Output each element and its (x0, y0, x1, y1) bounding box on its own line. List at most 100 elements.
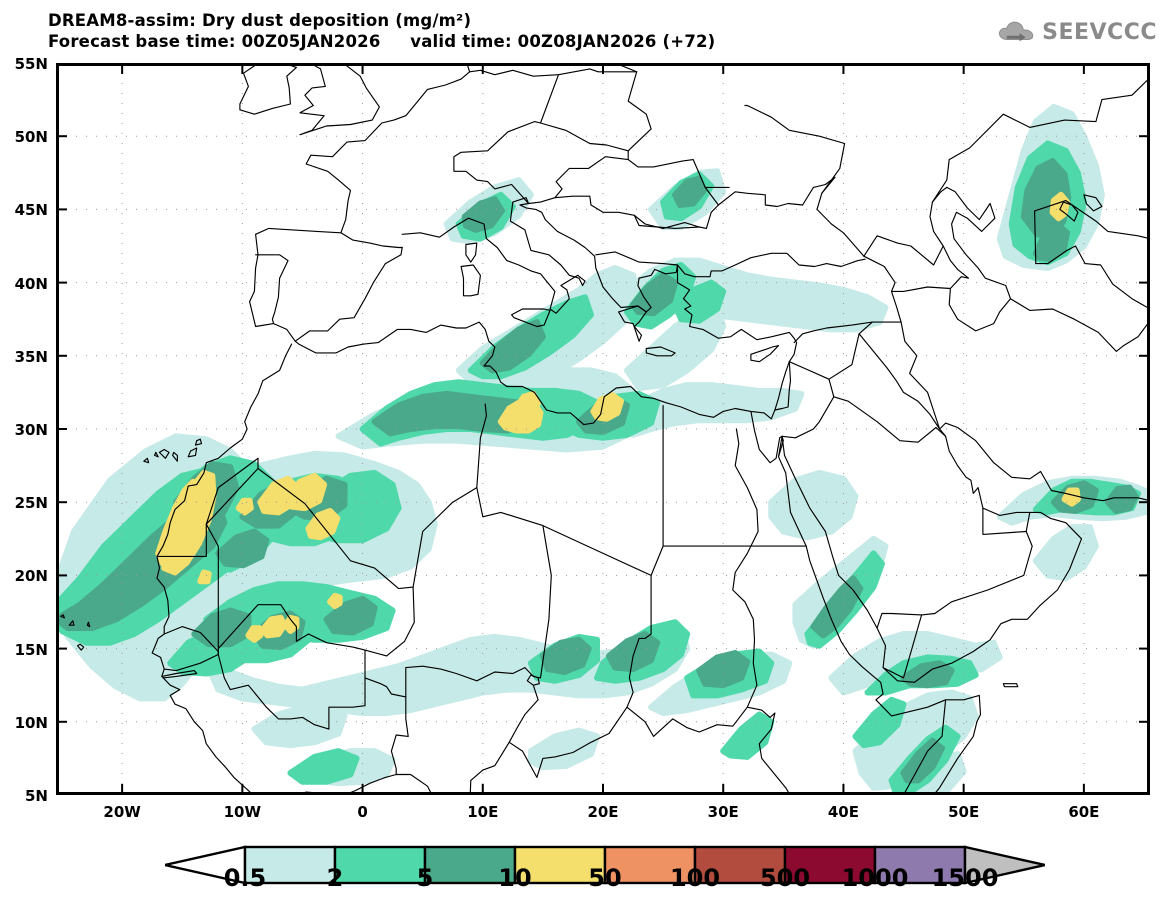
colorbar-segment (423, 845, 517, 885)
cloud-arrow-icon (998, 21, 1034, 42)
geo-line (614, 63, 638, 73)
colorbar-tick-labels: 0.5 2 5 10 50 100 500 1000 1500 (0, 864, 1165, 898)
geo-line (205, 467, 259, 525)
geo-line (1083, 194, 1103, 212)
colorbar-segment (693, 845, 787, 885)
geo-line (828, 290, 947, 443)
dust-contour-band (155, 478, 203, 567)
geo-line (618, 264, 679, 342)
y-axis-tick-label: 15N (14, 640, 48, 659)
colorbar-tick-label: 100 (669, 864, 721, 892)
dust-contour-band (852, 696, 907, 749)
x-axis-tick-label: 40E (827, 803, 859, 821)
seevccc-logo: SEEVCCC (997, 12, 1157, 52)
map-plot-area (56, 63, 1150, 795)
geo-line (364, 586, 415, 776)
dust-contour-band (305, 508, 341, 541)
geo-line (662, 405, 807, 547)
dust-contour-band (215, 528, 270, 569)
geo-line (539, 68, 652, 152)
geo-line (460, 264, 481, 297)
dust-contour-band (287, 748, 360, 785)
colorbar-segment (513, 845, 607, 885)
geo-line (465, 242, 478, 263)
colorbar-tick-label: 1500 (931, 864, 999, 892)
geo-line (781, 422, 1150, 683)
dust-contour-band (285, 472, 328, 512)
geo-line (532, 525, 552, 679)
geo-line (469, 69, 560, 77)
geo-line (676, 252, 866, 278)
geo-line (732, 428, 759, 708)
geo-line (194, 438, 203, 446)
geo-line (151, 343, 433, 795)
dust-contour-band (1032, 221, 1070, 263)
logo-text: SEEVCCC (1042, 19, 1157, 45)
dust-contour-band (513, 390, 542, 419)
dust-contour-layer (56, 103, 1150, 795)
geo-line (595, 251, 679, 266)
dust-contour-band (768, 469, 859, 541)
geo-line (744, 104, 846, 194)
x-axis-tick-label: 10E (467, 803, 499, 821)
geo-line (1035, 245, 1150, 310)
y-axis-tick-label: 50N (14, 128, 48, 147)
geo-line (931, 77, 1150, 203)
colorbar-tick-label: 50 (588, 864, 622, 892)
geo-line (239, 63, 297, 115)
geo-line (1034, 200, 1150, 265)
geo-line (68, 620, 75, 626)
colorbar-tick-label: 1000 (841, 864, 909, 892)
geo-line (750, 345, 780, 363)
geo-line (77, 643, 85, 651)
geo-line (161, 670, 198, 679)
y-axis-tick-label: 55N (14, 55, 48, 73)
dust-contour-band (197, 569, 212, 585)
dust-contour-band (630, 272, 679, 317)
geo-line (143, 457, 150, 464)
geo-line (158, 448, 170, 459)
dust-contour-band (327, 592, 343, 610)
colorbar-segments (164, 845, 1046, 885)
y-axis-tick-label: 5N (25, 787, 48, 805)
geo-line (476, 403, 652, 576)
geo-line (717, 176, 865, 257)
colorbar-segment (783, 845, 877, 885)
geo-line (863, 235, 944, 266)
dust-contour-band (479, 319, 546, 374)
x-axis-tick-label: 0 (357, 803, 368, 821)
geo-line (900, 321, 941, 430)
geo-line (255, 254, 289, 325)
x-axis-tick-label: 20W (103, 803, 141, 821)
coastline-border-layer (60, 63, 1150, 795)
x-axis-tick-label: 20E (587, 803, 619, 821)
axis-ticks (56, 63, 1150, 795)
colorbar-tick-label: 500 (759, 864, 811, 892)
geo-line (858, 333, 941, 430)
dust-contour-band (624, 303, 727, 391)
dust-contour-band (900, 660, 955, 689)
dust-contour-band (672, 175, 707, 208)
geo-line (469, 741, 510, 795)
geo-line (405, 665, 534, 698)
map-header: DREAM8-assim: Dry dust deposition (mg/m²… (48, 10, 1008, 52)
dust-contour-band (1104, 484, 1139, 514)
colorbar-tick-label: 0.5 (223, 864, 267, 892)
geo-line (86, 621, 91, 628)
dust-contour-band (539, 636, 592, 675)
forecast-time-subtitle: Forecast base time: 00Z05JAN2026 valid t… (48, 32, 716, 51)
geo-line (187, 447, 198, 458)
y-axis-tick-label: 20N (14, 567, 48, 586)
geo-line (793, 321, 873, 344)
geo-line (453, 121, 629, 205)
dust-contour-band (810, 575, 864, 639)
x-axis-tick-label: 50E (948, 803, 980, 821)
x-axis-tick-label: 60E (1068, 803, 1100, 821)
geo-line (154, 451, 159, 458)
colorbar-tick-label: 2 (326, 864, 344, 892)
dust-contour-band (323, 595, 378, 636)
geo-line (982, 507, 1027, 535)
geo-line (788, 361, 830, 380)
x-axis-tick-label: 10W (223, 803, 262, 821)
geo-line (217, 653, 366, 730)
